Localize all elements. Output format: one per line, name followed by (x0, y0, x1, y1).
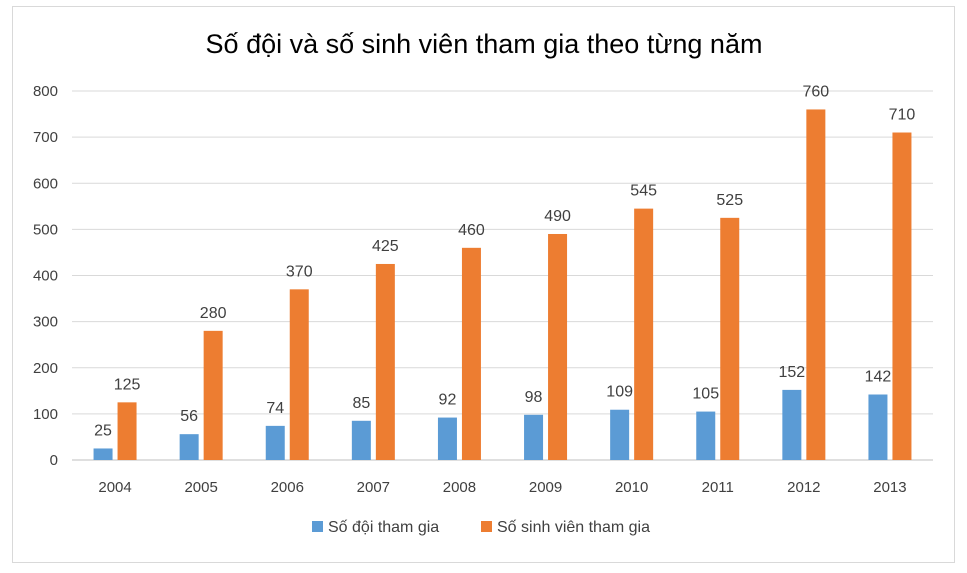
x-tick-label: 2009 (529, 479, 562, 496)
y-tick-label: 400 (33, 268, 58, 285)
student-bar (548, 233, 568, 460)
y-tick-label: 300 (33, 314, 58, 331)
x-tick-label: 2010 (615, 479, 648, 496)
student-bar (289, 289, 309, 460)
team-data-label: 25 (94, 422, 112, 439)
y-axis: 0 100 200 300 400 500 600 700 800 (33, 83, 58, 469)
student-data-label: 525 (716, 192, 743, 209)
team-data-label: 105 (692, 386, 719, 403)
legend-label-teams: Số đội tham gia (328, 519, 439, 536)
y-tick-label: 800 (33, 83, 58, 100)
chart-title: Số đội và số sinh viên tham gia theo từn… (206, 29, 763, 59)
team-data-label: 74 (266, 400, 284, 417)
student-data-label: 760 (802, 83, 829, 100)
team-bar (179, 434, 199, 460)
team-bar (265, 425, 285, 460)
student-data-label: 425 (372, 238, 399, 255)
gridlines (72, 90, 933, 461)
student-bar (806, 109, 826, 460)
student-data-label: 280 (200, 305, 227, 322)
x-tick-label: 2006 (271, 479, 304, 496)
student-bar (892, 132, 912, 460)
y-tick-label: 100 (33, 406, 58, 423)
team-data-label: 142 (865, 369, 892, 386)
y-tick-label: 700 (33, 129, 58, 146)
team-bar (868, 394, 888, 460)
team-bar (696, 411, 716, 460)
student-data-label: 490 (544, 208, 571, 225)
student-data-label: 125 (114, 376, 141, 393)
team-bar (524, 414, 544, 460)
team-data-label: 92 (439, 392, 457, 409)
student-bar (634, 208, 654, 460)
chart-frame (12, 6, 955, 563)
y-tick-label: 200 (33, 360, 58, 377)
student-data-label: 545 (630, 183, 657, 200)
legend-swatch-teams (312, 521, 323, 532)
x-tick-label: 2004 (98, 479, 131, 496)
legend-swatch-students (481, 521, 492, 532)
team-bar (782, 389, 802, 460)
y-tick-label: 0 (50, 452, 58, 469)
legend: Số đội tham gia Số sinh viên tham gia (312, 519, 650, 536)
team-data-label: 85 (352, 395, 370, 412)
student-bar (203, 330, 223, 460)
x-tick-label: 2008 (443, 479, 476, 496)
x-tick-label: 2013 (873, 479, 906, 496)
student-data-label: 460 (458, 222, 485, 239)
team-bar (437, 417, 457, 460)
y-tick-label: 600 (33, 175, 58, 192)
student-data-label: 370 (286, 263, 313, 280)
team-data-label: 152 (778, 364, 805, 381)
legend-label-students: Số sinh viên tham gia (497, 519, 650, 536)
student-bar (720, 217, 740, 460)
student-bar (117, 402, 137, 460)
team-bar (610, 409, 630, 460)
student-data-label: 710 (889, 107, 916, 124)
x-tick-label: 2012 (787, 479, 820, 496)
x-tick-label: 2011 (702, 479, 734, 496)
team-data-label: 109 (606, 384, 633, 401)
x-tick-label: 2005 (184, 479, 217, 496)
team-data-label: 56 (180, 408, 198, 425)
bars: 25 125 56 280 74 370 85 425 92 460 98 490 109 545 105 5… (93, 83, 916, 460)
team-bar (93, 448, 113, 460)
student-bar (461, 247, 481, 460)
team-data-label: 98 (525, 389, 543, 406)
student-bar (375, 263, 395, 460)
team-bar (351, 420, 371, 460)
x-tick-label: 2007 (357, 479, 390, 496)
x-axis: 2004 2005 2006 2007 2008 2009 2010 2011 2012 2013 (98, 479, 906, 496)
y-tick-label: 500 (33, 221, 58, 238)
